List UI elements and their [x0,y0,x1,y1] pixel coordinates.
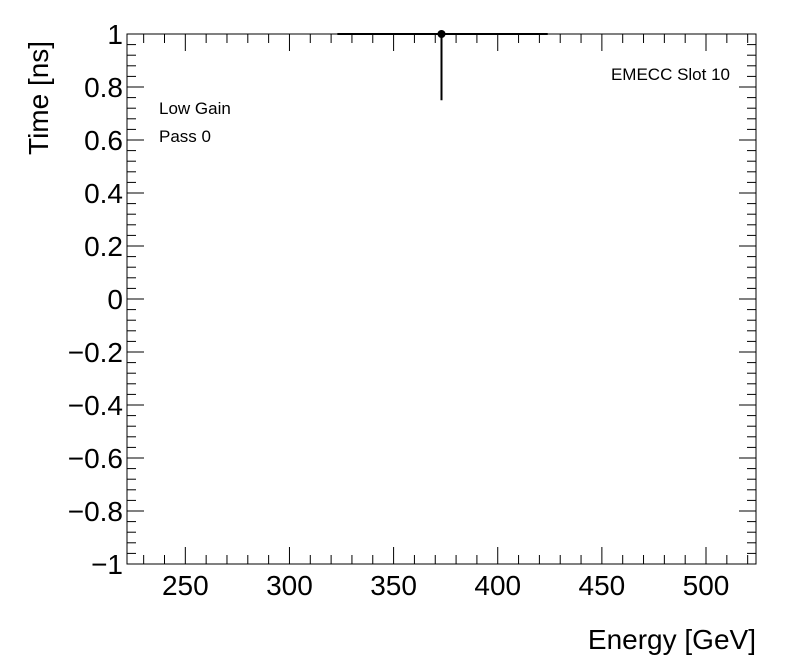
y-tick-label: 1 [107,19,123,50]
axis-ticks [127,33,756,565]
y-tick-label: 0.2 [84,231,123,262]
y-tick-label: −0.4 [68,390,123,421]
x-tick-label: 500 [683,570,730,601]
x-tick-label: 400 [474,570,521,601]
x-tick-label: 350 [370,570,417,601]
y-tick-label: 0.8 [84,72,123,103]
y-tick-label: 0.4 [84,178,123,209]
y-tick-label: −1 [91,549,123,580]
annotation-slot: EMECC Slot 10 [611,65,730,84]
annotation-pass: Pass 0 [159,127,211,146]
axis-tick-labels: 250 300 350 400 450 500 1 0.8 0.6 0.4 0.2 0 −0.2 −0.4… [68,19,730,601]
y-tick-label: −0.2 [68,337,123,368]
x-tick-label: 450 [579,570,626,601]
y-tick-label: 0 [107,284,123,315]
data-marks [337,30,548,101]
y-tick-label: −0.6 [68,443,123,474]
y-axis-title: Time [ns] [23,41,54,155]
data-point [437,30,446,38]
x-axis-title: Energy [GeV] [588,624,756,655]
y-tick-label: −0.8 [68,496,123,527]
x-tick-label: 300 [266,570,313,601]
y-tick-label: 0.6 [84,125,123,156]
x-tick-label: 250 [162,570,209,601]
annotation-gain: Low Gain [159,99,231,118]
